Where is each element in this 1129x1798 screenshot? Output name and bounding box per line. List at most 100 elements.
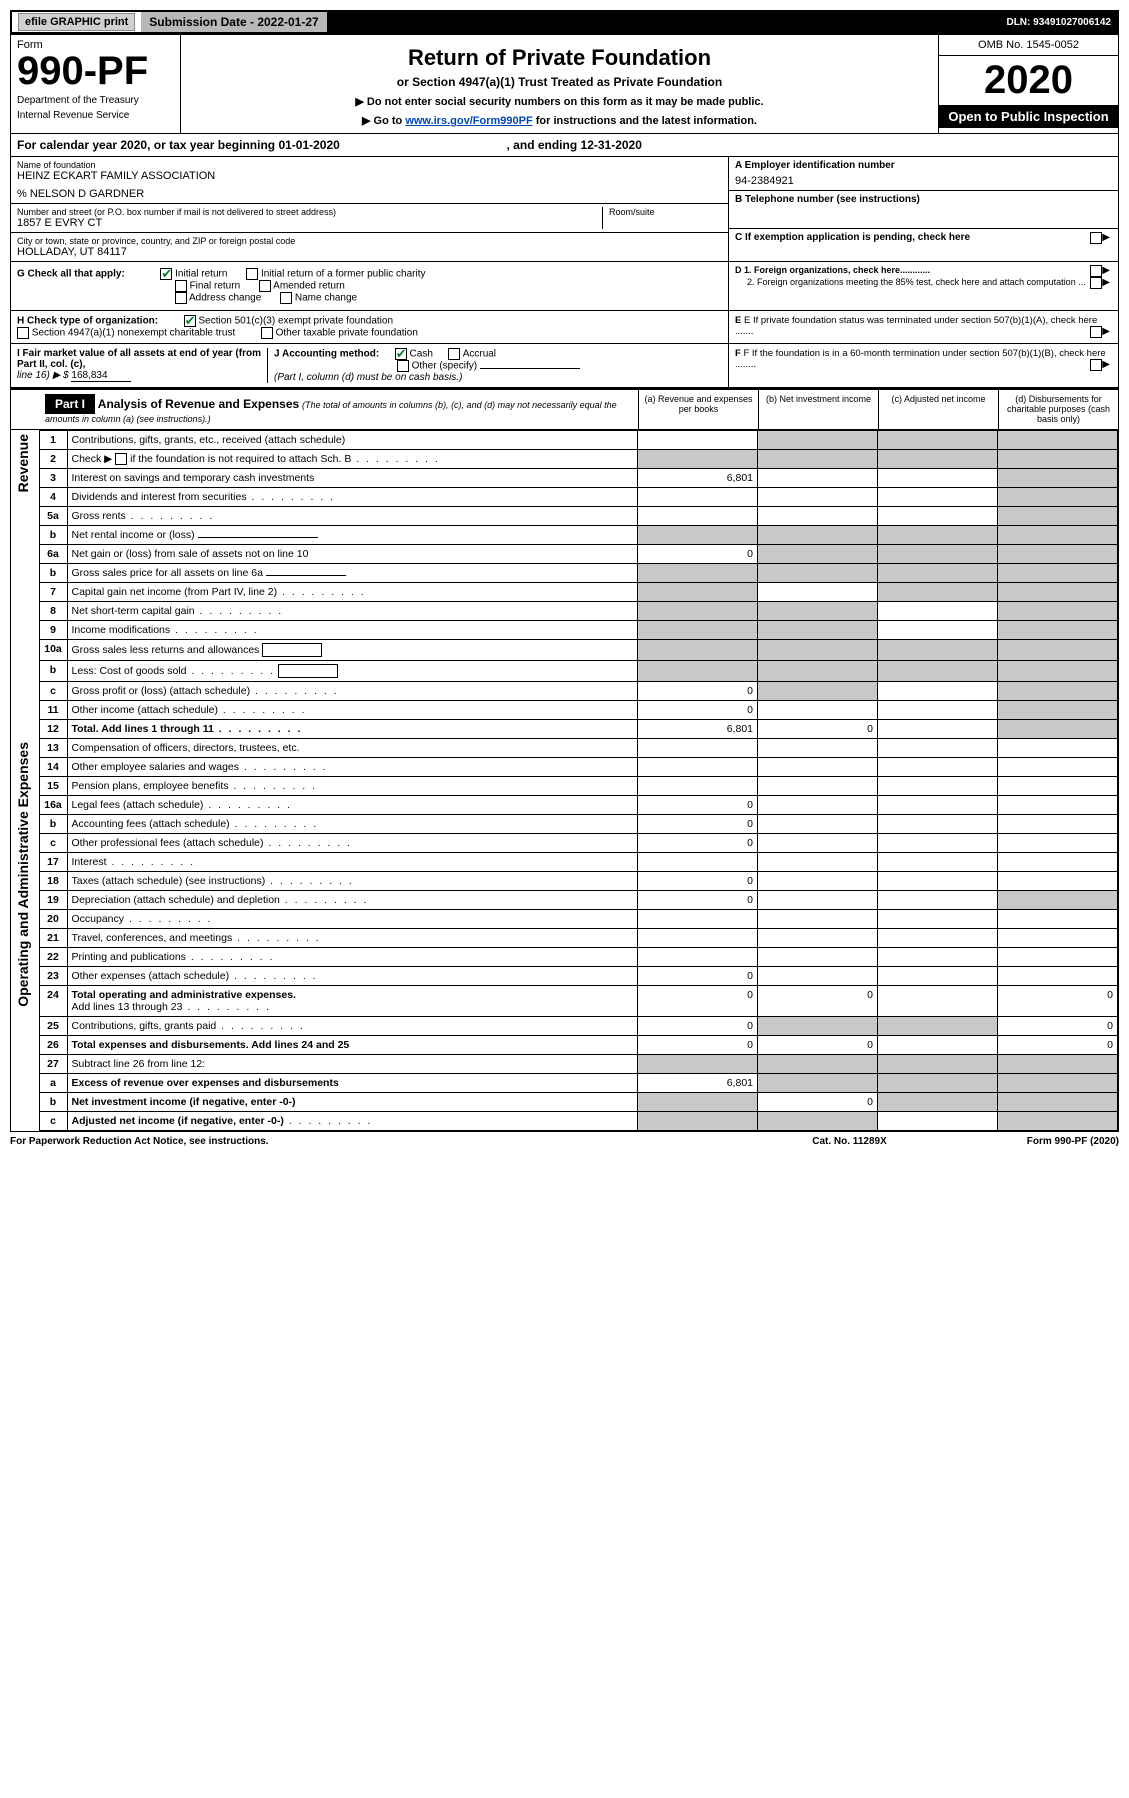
col-c-header: (c) Adjusted net income [878,390,998,429]
table-row: bNet investment income (if negative, ent… [11,1093,1118,1112]
part1-table: Revenue 1Contributions, gifts, grants, e… [11,430,1118,1131]
table-row: 6aNet gain or (loss) from sale of assets… [11,545,1118,564]
foundation-name-cell: Name of foundation HEINZ ECKART FAMILY A… [11,157,728,204]
line23-a: 0 [638,967,758,986]
amended-return-checkbox[interactable] [259,280,271,292]
form-container: Form 990-PF Department of the Treasury I… [10,34,1119,1132]
line26-d: 0 [998,1036,1118,1055]
header-right-block: OMB No. 1545-0052 2020 Open to Public In… [938,35,1118,133]
table-row: 11Other income (attach schedule) 0 [11,701,1118,720]
ein-cell: A Employer identification number 94-2384… [729,157,1118,191]
section-d: D 1. Foreign organizations, check here..… [729,262,1118,290]
initial-former-checkbox[interactable] [246,268,258,280]
line19-a: 0 [638,891,758,910]
cash-checkbox[interactable] [395,348,407,360]
line10c-a: 0 [638,682,758,701]
table-row: 27Subtract line 26 from line 12: [11,1055,1118,1074]
final-return-checkbox[interactable] [175,280,187,292]
line25-d: 0 [998,1017,1118,1036]
foundation-name: HEINZ ECKART FAMILY ASSOCIATION [17,170,722,182]
form-title: Return of Private Foundation [187,45,932,71]
fmv-value: 168,834 [71,370,131,382]
4947-checkbox[interactable] [17,327,29,339]
cat-number: Cat. No. 11289X [812,1136,886,1147]
efile-print-button[interactable]: efile GRAPHIC print [18,13,135,31]
table-row: 9Income modifications [11,621,1118,640]
exemption-cell: C If exemption application is pending, c… [729,229,1118,246]
table-row: 4Dividends and interest from securities [11,488,1118,507]
address-change-checkbox[interactable] [175,292,187,304]
line24-a: 0 [638,986,758,1017]
form-note-1: ▶ Do not enter social security numbers o… [187,95,932,108]
d2-checkbox[interactable] [1090,277,1102,289]
line18-a: 0 [638,872,758,891]
section-h: H Check type of organization: Section 50… [11,311,728,343]
line3-a: 6,801 [638,469,758,488]
ein-value: 94-2384921 [735,175,1112,187]
omb-number: OMB No. 1545-0052 [939,35,1118,56]
d1-checkbox[interactable] [1090,265,1102,277]
501c3-checkbox[interactable] [184,315,196,327]
table-row: 14Other employee salaries and wages [11,758,1118,777]
irs-link[interactable]: www.irs.gov/Form990PF [405,115,532,127]
city-state-zip: HOLLADAY, UT 84117 [17,246,722,258]
exemption-checkbox[interactable] [1090,232,1102,244]
table-row: 16aLegal fees (attach schedule) 0 [11,796,1118,815]
accrual-checkbox[interactable] [448,348,460,360]
table-row: 12Total. Add lines 1 through 11 6,801 0 [11,720,1118,739]
table-row: 2Check ▶ if the foundation is not requir… [11,450,1118,469]
table-row: cAdjusted net income (if negative, enter… [11,1112,1118,1131]
line12-a: 6,801 [638,720,758,739]
line24-d: 0 [998,986,1118,1017]
line12-b: 0 [758,720,878,739]
table-row: 3Interest on savings and temporary cash … [11,469,1118,488]
col-d-header: (d) Disbursements for charitable purpose… [998,390,1118,429]
dln-label: DLN: 93491027006142 [1000,12,1117,32]
schb-checkbox[interactable] [115,453,127,465]
top-bar: efile GRAPHIC print Submission Date - 20… [10,10,1119,34]
table-row: cGross profit or (loss) (attach schedule… [11,682,1118,701]
table-row: 17Interest [11,853,1118,872]
table-row: Revenue 1Contributions, gifts, grants, e… [11,431,1118,450]
table-row: bNet rental income or (loss) [11,526,1118,545]
form-number: 990-PF [17,51,174,91]
section-g: G Check all that apply: Initial return I… [11,262,728,310]
line26-a: 0 [638,1036,758,1055]
initial-return-checkbox[interactable] [160,268,172,280]
table-row: bLess: Cost of goods sold [11,661,1118,682]
table-row: 18Taxes (attach schedule) (see instructi… [11,872,1118,891]
line25-a: 0 [638,1017,758,1036]
other-method-checkbox[interactable] [397,360,409,372]
city-cell: City or town, state or province, country… [11,233,728,261]
address-cell: Number and street (or P.O. box number if… [11,204,728,233]
line16c-a: 0 [638,834,758,853]
line16b-a: 0 [638,815,758,834]
name-change-checkbox[interactable] [280,292,292,304]
table-row: bGross sales price for all assets on lin… [11,564,1118,583]
calendar-year-row: For calendar year 2020, or tax year begi… [11,134,1118,157]
tax-year: 2020 [939,56,1118,105]
f-checkbox[interactable] [1090,359,1102,371]
line26-b: 0 [758,1036,878,1055]
street-address: 1857 E EVRY CT [17,217,602,229]
table-row: 24Total operating and administrative exp… [11,986,1118,1017]
part1-header: Part I Analysis of Revenue and Expenses … [39,390,638,429]
line11-a: 0 [638,701,758,720]
e-checkbox[interactable] [1090,326,1102,338]
dept-irs: Internal Revenue Service [17,110,174,121]
section-i: I Fair market value of all assets at end… [17,348,267,383]
section-j: J Accounting method: Cash Accrual Other … [267,348,722,383]
table-row: cOther professional fees (attach schedul… [11,834,1118,853]
table-row: 8Net short-term capital gain [11,602,1118,621]
table-row: 25Contributions, gifts, grants paid 0 0 [11,1017,1118,1036]
table-row: Operating and Administrative Expenses 13… [11,739,1118,758]
revenue-side-label: Revenue [15,434,31,492]
header-title-block: Return of Private Foundation or Section … [181,35,938,133]
phone-cell: B Telephone number (see instructions) [729,191,1118,229]
expenses-side-label: Operating and Administrative Expenses [15,742,31,1007]
other-taxable-checkbox[interactable] [261,327,273,339]
dept-treasury: Department of the Treasury [17,95,174,106]
form-subtitle: or Section 4947(a)(1) Trust Treated as P… [187,75,932,89]
table-row: 26Total expenses and disbursements. Add … [11,1036,1118,1055]
table-row: 5aGross rents [11,507,1118,526]
